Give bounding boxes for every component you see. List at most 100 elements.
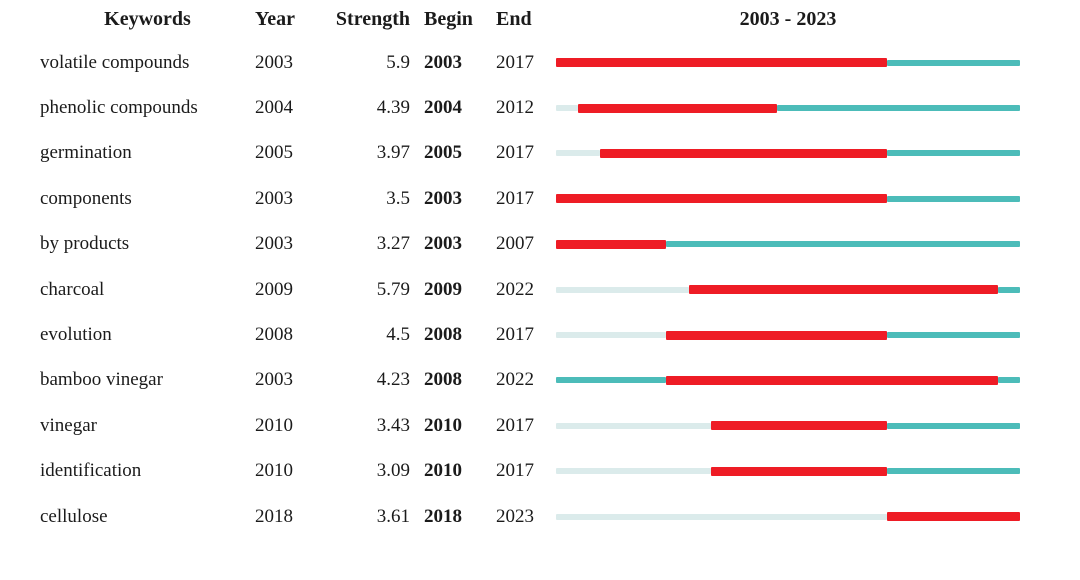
segment-burst	[688, 285, 998, 295]
timeline-bar	[556, 58, 1020, 68]
segment-burst	[556, 58, 888, 68]
keyword-cell: by products	[40, 233, 130, 255]
strength-cell: 5.9	[386, 51, 410, 73]
end-cell: 2017	[496, 142, 534, 164]
segment-pre-appearance	[556, 468, 711, 475]
keyword-cell: cellulose	[40, 505, 108, 527]
segment-pre-appearance	[556, 332, 667, 339]
burst-row: components 2003 3.5 2003 2017	[40, 176, 1080, 221]
end-cell: 2023	[496, 505, 534, 527]
strength-cell: 3.09	[376, 460, 410, 482]
keyword-cell: charcoal	[40, 278, 105, 300]
segment-active-after	[887, 422, 1020, 429]
timeline-bar	[556, 194, 1020, 204]
burst-row: vinegar 2010 3.43 2010 2017	[40, 403, 1080, 448]
year-cell: 2004	[255, 97, 293, 119]
segment-burst	[556, 239, 667, 249]
segment-burst	[600, 148, 888, 158]
burst-row: identification 2010 3.09 2010 2017	[40, 449, 1080, 494]
timeline-bar	[556, 239, 1020, 249]
segment-active-after	[997, 377, 1020, 384]
year-cell: 2010	[255, 460, 293, 482]
strength-cell: 3.97	[376, 142, 410, 164]
strength-cell: 3.43	[376, 414, 410, 436]
year-cell: 2010	[255, 414, 293, 436]
begin-cell: 2008	[424, 324, 462, 346]
timeline-bar	[556, 466, 1020, 476]
begin-cell: 2003	[424, 51, 462, 73]
segment-burst	[710, 421, 888, 431]
year-cell: 2003	[255, 233, 293, 255]
segment-burst	[556, 194, 888, 204]
burst-row: phenolic compounds 2004 4.39 2004 2012	[40, 85, 1080, 130]
burst-row: germination 2005 3.97 2005 2017	[40, 131, 1080, 176]
begin-cell: 2009	[424, 278, 462, 300]
keyword-cell: components	[40, 187, 132, 209]
timeline-bar	[556, 330, 1020, 340]
begin-cell: 2018	[424, 505, 462, 527]
segment-burst	[666, 375, 998, 385]
burst-row: by products 2003 3.27 2003 2007	[40, 222, 1080, 267]
header-strength: Strength	[335, 7, 410, 30]
begin-cell: 2010	[424, 460, 462, 482]
keyword-cell: phenolic compounds	[40, 97, 198, 119]
segment-active-after	[997, 286, 1020, 293]
burst-row: evolution 2008 4.5 2008 2017	[40, 312, 1080, 357]
begin-cell: 2008	[424, 369, 462, 391]
segment-active-after	[887, 332, 1020, 339]
segment-active-after	[887, 150, 1020, 157]
segment-active-after	[887, 59, 1020, 66]
end-cell: 2022	[496, 369, 534, 391]
begin-cell: 2005	[424, 142, 462, 164]
keyword-cell: volatile compounds	[40, 51, 190, 73]
segment-pre-appearance	[556, 286, 689, 293]
segment-pre-appearance	[556, 105, 579, 112]
begin-cell: 2003	[424, 187, 462, 209]
end-cell: 2017	[496, 51, 534, 73]
timeline-bar	[556, 375, 1020, 385]
keyword-cell: vinegar	[40, 414, 97, 436]
header-year: Year	[255, 7, 295, 30]
year-cell: 2003	[255, 187, 293, 209]
end-cell: 2017	[496, 187, 534, 209]
strength-cell: 3.27	[376, 233, 410, 255]
year-cell: 2005	[255, 142, 293, 164]
strength-cell: 5.79	[376, 278, 410, 300]
segment-active-after	[776, 105, 1020, 112]
burst-row: bamboo vinegar 2003 4.23 2008 2022	[40, 358, 1080, 403]
segment-active-before	[556, 377, 667, 384]
header-end: End	[496, 7, 532, 30]
year-cell: 2009	[255, 278, 293, 300]
keyword-cell: evolution	[40, 324, 112, 346]
timeline-bar	[556, 148, 1020, 158]
segment-pre-appearance	[556, 150, 601, 157]
strength-cell: 3.5	[386, 187, 410, 209]
segment-active-after	[887, 195, 1020, 202]
begin-cell: 2003	[424, 233, 462, 255]
header-keywords: Keywords	[104, 7, 191, 30]
end-cell: 2007	[496, 233, 534, 255]
segment-pre-appearance	[556, 513, 888, 520]
end-cell: 2012	[496, 97, 534, 119]
end-cell: 2017	[496, 460, 534, 482]
year-cell: 2003	[255, 51, 293, 73]
segment-burst	[887, 512, 1020, 522]
year-cell: 2008	[255, 324, 293, 346]
header-row: Keywords Year Strength Begin End 2003 - …	[40, 2, 1080, 36]
keyword-cell: germination	[40, 142, 132, 164]
strength-cell: 4.39	[376, 97, 410, 119]
burst-row: cellulose 2018 3.61 2018 2023	[40, 494, 1080, 539]
timeline-bar	[556, 103, 1020, 113]
year-cell: 2018	[255, 505, 293, 527]
burst-rows: volatile compounds 2003 5.9 2003 2017 phenoli…	[40, 36, 1080, 539]
timeline-bar	[556, 421, 1020, 431]
burst-row: charcoal 2009 5.79 2009 2022	[40, 267, 1080, 312]
end-cell: 2022	[496, 278, 534, 300]
header-period: 2003 - 2023	[739, 7, 837, 30]
end-cell: 2017	[496, 324, 534, 346]
strength-cell: 4.5	[386, 324, 410, 346]
segment-active-after	[887, 468, 1020, 475]
segment-pre-appearance	[556, 422, 711, 429]
year-cell: 2003	[255, 369, 293, 391]
